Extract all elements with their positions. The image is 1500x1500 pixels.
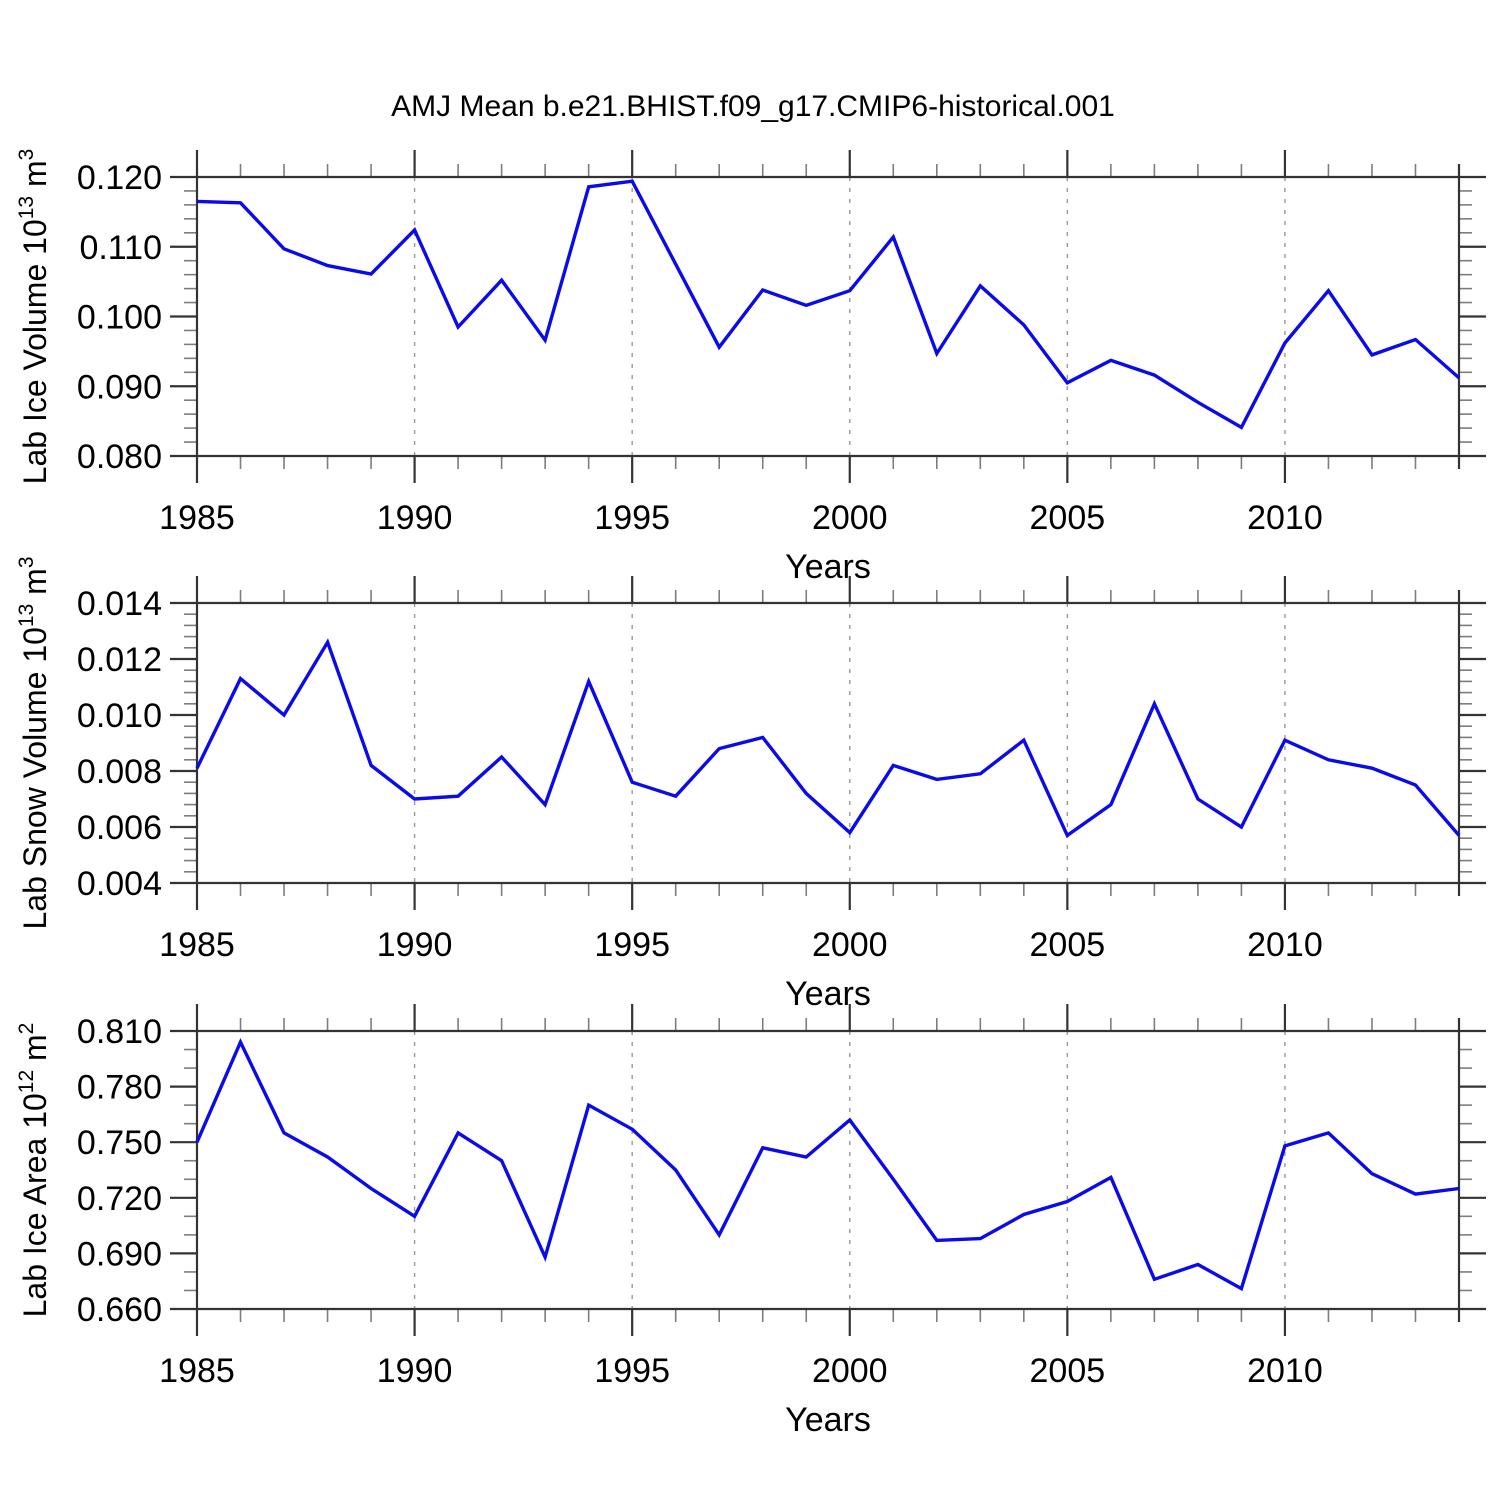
ylabel-superscript: 12 — [15, 1070, 38, 1093]
y-tick-label: 0.660 — [77, 1291, 162, 1329]
x-axis-title: Years — [785, 1401, 871, 1439]
panels-container: 0.080 0.090 0.100 0.110 0.120 1985 1990 1995 200… — [15, 149, 1486, 1439]
y-tick-label: 0.100 — [77, 299, 162, 337]
y-tick-label: 0.012 — [77, 641, 162, 679]
x-axis-title: Years — [785, 548, 871, 586]
y-tick-label: 0.750 — [77, 1124, 162, 1162]
y-tick-label: 0.008 — [77, 753, 162, 791]
y-tick-label: 0.690 — [77, 1235, 162, 1273]
y-tick-label: 0.810 — [77, 1013, 162, 1051]
x-tick-label-2000: 2000 — [812, 926, 888, 964]
x-tick-label-1990: 1990 — [377, 499, 453, 537]
y-tick-label: 0.014 — [77, 585, 162, 623]
x-tick-label-2010: 2010 — [1247, 1352, 1323, 1390]
y-axis-title-lab-snow-volume: Lab Snow Volume 1013 m3 — [15, 556, 53, 929]
panel-lab-ice-area: 0.660 0.690 0.720 0.750 0.780 0.810 1985 1990 19… — [15, 1004, 1486, 1439]
ylabel-text: Lab Snow Volume 10 — [17, 627, 53, 929]
y-tick-label: 0.120 — [77, 159, 162, 197]
y-tick-label: 0.110 — [79, 229, 162, 267]
panel-lab-snow-volume: 0.004 0.006 0.008 0.010 0.012 0.014 1985 1990 19… — [15, 556, 1486, 1013]
x-tick-label-2010: 2010 — [1247, 926, 1323, 964]
x-tick-label-1990: 1990 — [377, 1352, 453, 1390]
panel-lab-ice-volume: 0.080 0.090 0.100 0.110 0.120 1985 1990 1995 200… — [15, 149, 1486, 586]
y-axis-title-lab-ice-area: Lab Ice Area 1012 m2 — [15, 1023, 53, 1318]
ylabel-text: Lab Ice Volume 10 — [17, 219, 53, 484]
x-tick-label-1985: 1985 — [159, 926, 235, 964]
chart-title: AMJ Mean b.e21.BHIST.f09_g17.CMIP6-histo… — [391, 90, 1115, 123]
series-line-lab-snow-volume — [195, 638, 1461, 838]
x-tick-label-2010: 2010 — [1247, 499, 1323, 537]
x-tick-label-1985: 1985 — [159, 1352, 235, 1390]
ylabel-superscript: 3 — [15, 556, 38, 568]
y-axis-title-lab-ice-volume: Lab Ice Volume 1013 m3 — [15, 149, 53, 485]
x-tick-label-1985: 1985 — [159, 499, 235, 537]
y-tick-label: 0.010 — [77, 697, 162, 735]
ylabel-superscript: 2 — [15, 1023, 38, 1035]
ylabel-superscript: 13 — [15, 604, 38, 627]
ylabel-text: m — [17, 1034, 53, 1070]
x-tick-label-1995: 1995 — [594, 926, 670, 964]
series-line-lab-ice-volume — [196, 179, 1461, 430]
y-tick-label: 0.004 — [77, 865, 162, 903]
ylabel-text: m — [17, 568, 53, 604]
x-tick-label-2005: 2005 — [1030, 499, 1106, 537]
x-tick-label-1995: 1995 — [594, 1352, 670, 1390]
ylabel-text: m — [17, 160, 53, 196]
series-line-lab-ice-area — [195, 1038, 1460, 1292]
x-tick-label-2000: 2000 — [812, 499, 888, 537]
y-tick-label: 0.006 — [77, 809, 162, 847]
x-tick-label-2005: 2005 — [1030, 1352, 1106, 1390]
ylabel-superscript: 13 — [15, 196, 38, 219]
y-tick-label: 0.090 — [77, 368, 162, 406]
y-tick-label: 0.720 — [77, 1180, 162, 1218]
x-tick-label-2000: 2000 — [812, 1352, 888, 1390]
x-axis-title: Years — [785, 975, 871, 1013]
x-tick-label-1995: 1995 — [594, 499, 670, 537]
x-tick-label-2005: 2005 — [1030, 926, 1106, 964]
y-tick-label: 0.780 — [77, 1069, 162, 1107]
ylabel-text: Lab Ice Area 10 — [17, 1093, 53, 1317]
x-tick-label-1990: 1990 — [377, 926, 453, 964]
ylabel-superscript: 3 — [15, 149, 38, 161]
y-tick-label: 0.080 — [77, 438, 162, 476]
